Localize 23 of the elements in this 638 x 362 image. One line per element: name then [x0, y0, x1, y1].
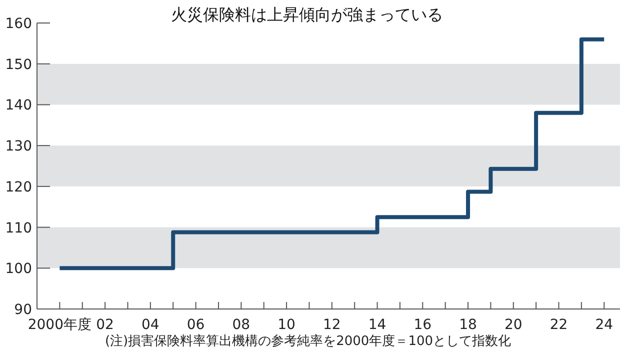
y-tick-label: 100 [5, 261, 32, 278]
x-tick-label: 16 [414, 317, 432, 333]
y-tick-label: 160 [5, 16, 32, 32]
y-tick-label: 150 [5, 56, 32, 73]
x-tick-label: 14 [368, 317, 386, 333]
x-tick-label: 24 [595, 317, 614, 333]
y-tick-label: 130 [5, 138, 32, 155]
x-tick-label: 08 [232, 317, 250, 333]
x-tick-label: 12 [322, 317, 341, 333]
x-tick-label: 20 [504, 317, 522, 333]
y-tick-label: 140 [5, 98, 32, 114]
x-tick-label: 22 [550, 317, 568, 333]
y-tick-label: 90 [14, 302, 32, 318]
x-tick-label: 06 [186, 317, 205, 333]
y-tick-label: 120 [5, 179, 32, 196]
x-tick-label: 04 [142, 317, 160, 333]
y-tick-label: 110 [5, 220, 32, 236]
x-tick-label: 02 [96, 317, 114, 333]
x-tick-label: 2000年度 [28, 317, 92, 333]
chart-title: 火災保険料は上昇傾向が強まっている [171, 5, 443, 24]
x-tick-label: 18 [459, 317, 477, 333]
x-tick-label: 10 [278, 317, 296, 333]
text: (注)損害保険料率算出機構の参考純率を2000年度＝100として指数化 [104, 333, 512, 349]
